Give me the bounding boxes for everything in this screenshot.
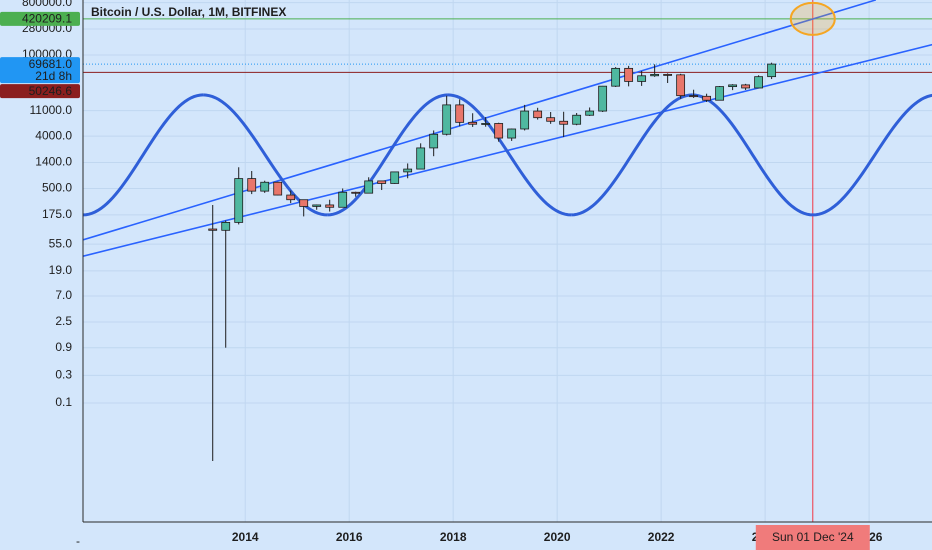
- cycle-wave: [447, 93, 572, 217]
- candle-body: [728, 84, 738, 88]
- plot-area: [83, 0, 932, 522]
- price-label-box: [0, 11, 80, 26]
- y-tick-label: 175.0: [42, 207, 72, 221]
- candle-body: [312, 204, 322, 207]
- trend-line: [83, 0, 877, 241]
- cycle-wave: [327, 93, 449, 217]
- highlight-circle: [789, 1, 836, 36]
- candle-body: [624, 67, 634, 82]
- candle-body: [546, 117, 556, 122]
- candle-body: [299, 199, 309, 207]
- x-tick-label: 2018: [440, 530, 467, 544]
- crosshair-label: Sun 01 Dec '24: [772, 530, 854, 544]
- candle-body: [533, 110, 543, 119]
- candle-body: [650, 73, 660, 77]
- y-tick-label: 2.5: [55, 314, 72, 328]
- candle-body: [442, 104, 452, 135]
- y-tick-label: 4000.0: [35, 128, 72, 142]
- price-label-box: [0, 84, 80, 99]
- candle-body: [416, 147, 426, 170]
- candle-body: [247, 178, 257, 192]
- candle-body: [520, 110, 530, 130]
- candle-body: [390, 171, 400, 184]
- cycle-wave: [812, 93, 932, 217]
- price-label: 69681.0: [29, 57, 73, 71]
- axes: 800000.0280000.0100000.011000.04000.0140…: [0, 0, 883, 550]
- y-tick-label: 0.9: [55, 340, 72, 354]
- candle-body: [208, 228, 218, 231]
- candle-body: [715, 86, 725, 101]
- y-tick-label: 7.0: [55, 288, 72, 302]
- candle-body: [377, 180, 387, 184]
- candle-body: [429, 133, 439, 149]
- cycle-wave: [571, 93, 693, 217]
- chart-title: Bitcoin / U.S. Dollar, 1M, BITFINEX: [91, 5, 286, 19]
- candle-body: [611, 67, 621, 87]
- candle-body: [637, 75, 647, 82]
- candle-body: [663, 73, 673, 76]
- candle-body: [689, 95, 699, 98]
- price-label: 420209.1: [22, 11, 72, 25]
- x-tick-label: 2014: [232, 530, 259, 544]
- candle-body: [481, 123, 491, 125]
- price-countdown: 21d 8h: [35, 69, 72, 83]
- candle-body: [754, 76, 764, 89]
- price-label-box: [0, 57, 80, 84]
- candle-body: [559, 120, 569, 125]
- candle-body: [507, 128, 517, 139]
- candle-body: [364, 180, 374, 194]
- crosshair-label-box: [755, 525, 870, 550]
- candle-body: [702, 95, 712, 101]
- candle-body: [403, 168, 413, 173]
- y-tick-label: 800000.0: [22, 0, 72, 9]
- candle-body: [325, 204, 335, 208]
- candle-body: [494, 123, 504, 139]
- y-tick-label: 500.0: [42, 181, 72, 195]
- candle-body: [338, 191, 348, 208]
- y-tick-label: 55.0: [49, 236, 73, 250]
- candle-body: [767, 63, 777, 78]
- candle-body: [273, 181, 283, 196]
- x-tick-label: 2022: [648, 530, 675, 544]
- y-tick-label: 0.1: [55, 395, 72, 409]
- candle-body: [221, 222, 231, 231]
- candle-body: [572, 114, 582, 125]
- candle-body: [286, 194, 296, 201]
- candle-body: [234, 178, 244, 223]
- candle-body: [468, 121, 478, 125]
- y-tick-label: 1400.0: [35, 155, 72, 169]
- candle-body: [585, 110, 595, 116]
- candle-body: [351, 191, 361, 194]
- candle-body: [598, 85, 608, 112]
- candle-body: [455, 104, 465, 123]
- cycle-wave: [203, 93, 328, 217]
- x-tick-label: 2016: [336, 530, 363, 544]
- candle-body: [741, 84, 751, 89]
- y-tick-label: 19.0: [49, 263, 73, 277]
- trend-line: [83, 43, 932, 257]
- grid: [83, 0, 932, 522]
- y-tick-label: 0.3: [55, 368, 72, 382]
- cycle-wave: [692, 93, 814, 217]
- price-label: 50246.6: [29, 84, 73, 98]
- y-tick-label: 11000.0: [30, 103, 73, 117]
- cycle-wave: [83, 93, 204, 217]
- candle-body: [676, 74, 686, 97]
- x-tick-label: 2020: [544, 530, 571, 544]
- corner-label: -: [76, 534, 80, 548]
- candle-body: [260, 181, 270, 192]
